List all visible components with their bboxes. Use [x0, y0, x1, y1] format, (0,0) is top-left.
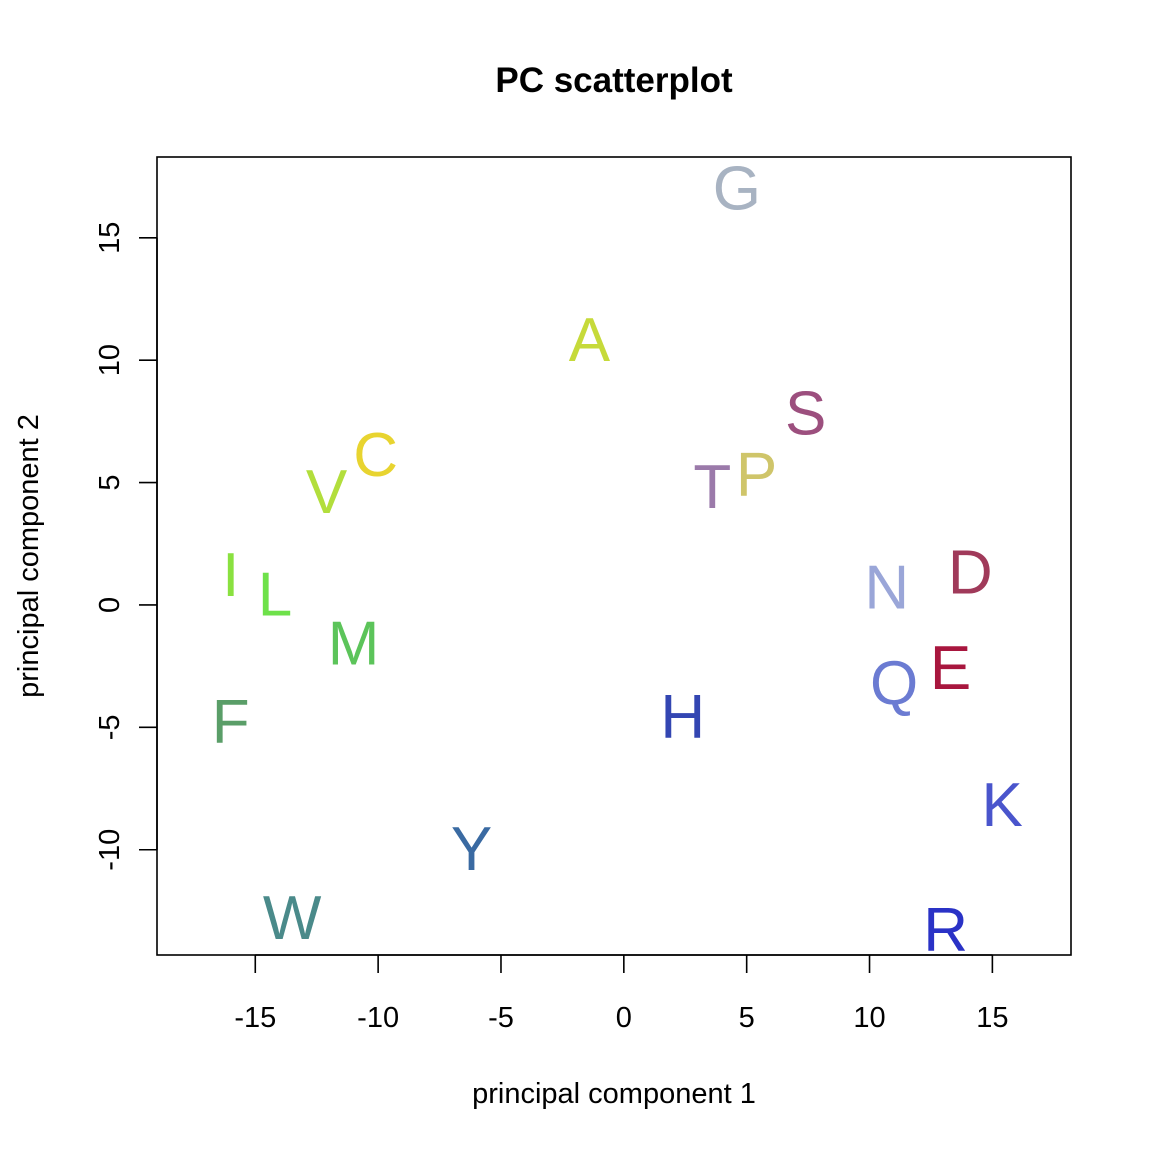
point-label-e: E: [930, 634, 971, 703]
point-label-q: Q: [870, 649, 918, 718]
y-tick-label: 15: [94, 222, 126, 254]
point-label-r: R: [923, 896, 968, 965]
y-axis-label: principal component 2: [13, 414, 45, 698]
point-label-y: Y: [451, 815, 492, 884]
x-axis-label: principal component 1: [472, 1078, 756, 1110]
point-label-t: T: [693, 453, 731, 522]
point-label-c: C: [353, 421, 398, 490]
point-label-k: K: [982, 771, 1023, 840]
y-tick-label: 0: [94, 597, 126, 613]
point-label-n: N: [864, 553, 909, 622]
y-tick-label: -10: [94, 829, 126, 871]
x-tick-label: -10: [357, 1002, 399, 1034]
point-label-i: I: [222, 541, 239, 610]
point-label-f: F: [212, 688, 250, 757]
x-axis: -15 -10 -5 0 5 10 15: [234, 954, 1009, 1034]
plot-frame: [156, 156, 1072, 956]
point-label-w: W: [263, 884, 322, 953]
point-label-p: P: [736, 441, 777, 510]
x-tick-label: 15: [976, 1002, 1008, 1034]
y-axis: -10 -5 0 5 10 15: [94, 222, 158, 871]
x-tick-label: 0: [616, 1002, 632, 1034]
x-tick-label: 5: [739, 1002, 755, 1034]
x-tick-label: -15: [234, 1002, 276, 1034]
y-tick-label: 5: [94, 474, 126, 490]
point-label-s: S: [785, 380, 826, 449]
y-tick-label: 10: [94, 344, 126, 376]
point-label-l: L: [258, 561, 292, 630]
point-label-m: M: [328, 610, 380, 679]
chart-title: PC scatterplot: [495, 61, 733, 100]
point-label-h: H: [660, 683, 705, 752]
y-tick-label: -5: [94, 714, 126, 740]
point-label-a: A: [569, 306, 611, 375]
point-label-g: G: [713, 154, 761, 223]
point-label-d: D: [948, 539, 993, 608]
point-label-v: V: [306, 458, 348, 527]
x-tick-label: 10: [853, 1002, 885, 1034]
x-tick-label: -5: [488, 1002, 514, 1034]
data-points: G A SPT CVI LM F N DEQ H K Y W R: [212, 154, 1023, 965]
